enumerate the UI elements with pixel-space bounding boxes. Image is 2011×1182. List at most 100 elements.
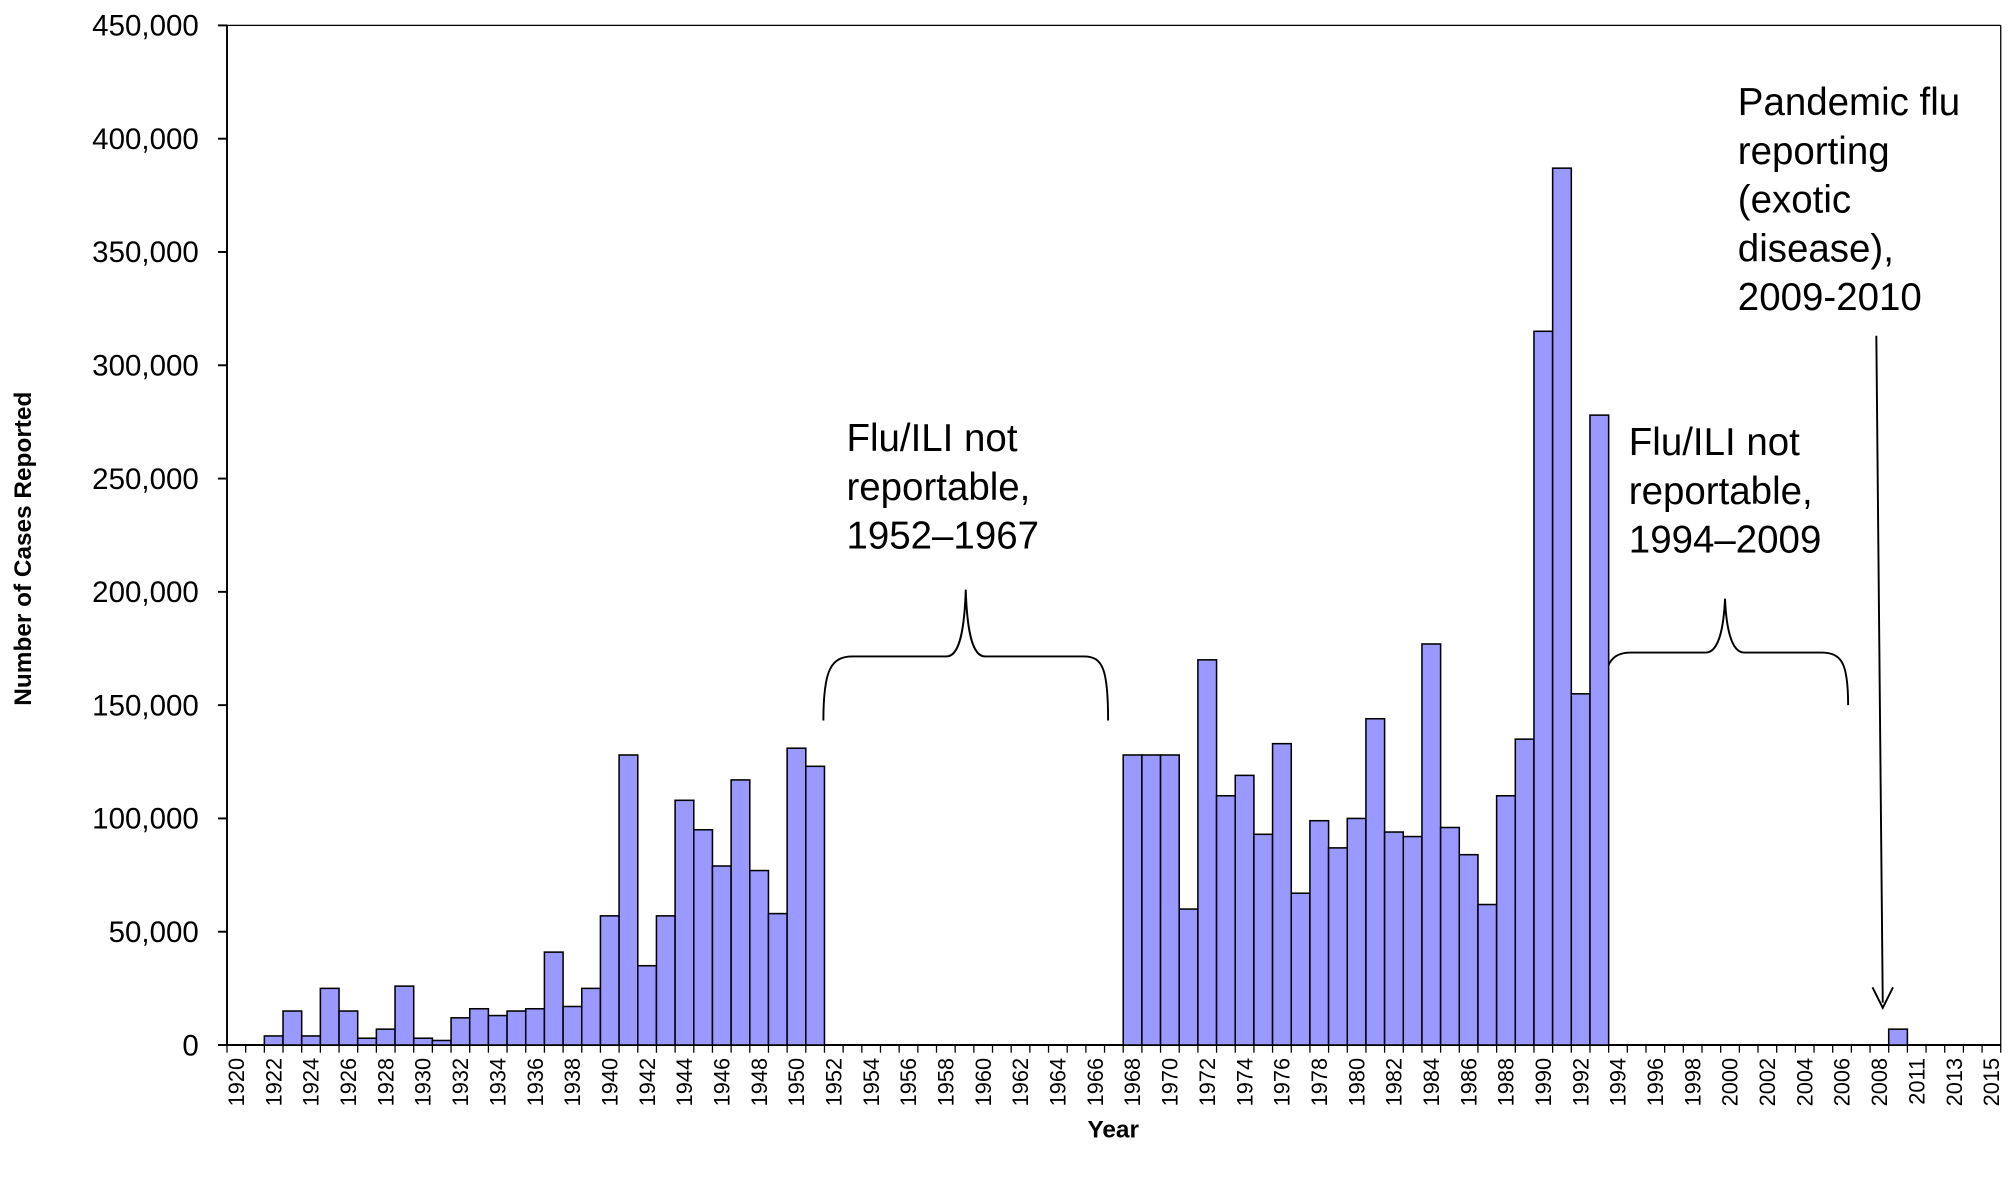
bar [431,1039,452,1046]
bar [1271,742,1293,1046]
bar [1197,659,1218,1046]
annotation: Flu/ILI not [1629,421,1800,464]
bar [636,964,658,1046]
y-tick-label: 450,000 [92,10,199,43]
bar [524,1007,546,1046]
x-tick-label: 1962 [1008,1058,1033,1107]
annotation: 1994–2009 [1629,519,1822,562]
x-tick-label: 1934 [485,1058,510,1107]
x-tick-label: 1990 [1531,1058,1556,1107]
bar [805,765,826,1046]
y-tick-label: 400,000 [92,123,199,156]
x-tick-label: 1988 [1494,1058,1519,1107]
x-tick-label: 1940 [597,1058,622,1107]
x-tick-label: 1994 [1606,1058,1631,1107]
y-tick-label: 0 [182,1029,198,1062]
bar [1141,754,1162,1046]
bar [1458,853,1479,1046]
bar [711,865,732,1046]
bar [356,1037,378,1046]
bar [468,1007,490,1046]
annotation: reporting [1738,130,1890,173]
x-tick-label: 2002 [1755,1058,1780,1107]
bar [412,1037,434,1046]
y-tick-label: 350,000 [92,236,199,269]
bar [487,1014,508,1046]
x-tick-label: 1942 [635,1058,660,1107]
x-tick-label: 1996 [1643,1058,1668,1107]
bar [300,1035,322,1046]
bar [282,1010,303,1046]
arrow [1875,335,1884,1003]
x-tick-label: 1972 [1195,1058,1220,1107]
x-tick-label: 1952 [822,1058,847,1107]
y-tick-label: 250,000 [92,463,199,496]
x-tick-label: 1938 [560,1058,585,1107]
bar [1495,795,1517,1046]
x-tick-label: 1980 [1344,1058,1369,1107]
x-tick-label: 1998 [1680,1058,1705,1107]
bar [1215,795,1237,1046]
bar [618,754,639,1046]
x-tick-label: 1956 [896,1058,921,1107]
annotation: Pandemic flu [1738,81,1960,124]
bar [749,869,770,1046]
y-tick-label: 300,000 [92,350,199,383]
bar [1477,903,1498,1046]
bar [1122,754,1143,1046]
x-tick-label: 2000 [1718,1058,1743,1107]
x-tick-label: 2006 [1830,1058,1855,1107]
x-axis-label: Year [1087,1116,1139,1143]
x-tick-label: 1928 [373,1058,398,1107]
bar [1178,908,1199,1046]
annotation: reportable, [1629,470,1813,513]
arrow-head [1871,986,1894,1010]
brace [822,589,1110,721]
bar [375,1028,396,1046]
bar [450,1017,471,1046]
bar [580,987,602,1046]
bar [1533,330,1554,1046]
y-tick-label: 200,000 [92,576,199,609]
bar [1589,414,1610,1046]
bar [1439,826,1461,1046]
bar [1327,847,1349,1046]
y-tick-label: 50,000 [109,916,199,949]
bar [1514,738,1535,1046]
x-tick-label: 1948 [747,1058,772,1107]
x-tick-label: 1930 [411,1058,436,1107]
bar [1551,167,1573,1046]
x-tick-label: 1936 [523,1058,548,1107]
bar [1234,774,1255,1046]
x-tick-label: 1976 [1270,1058,1295,1107]
x-tick-label: 2013 [1942,1058,1967,1107]
x-tick-label: 1986 [1456,1058,1481,1107]
bar [562,1005,583,1046]
bar [1290,892,1311,1046]
x-tick-label: 2008 [1867,1058,1892,1107]
annotation: reportable, [846,466,1030,509]
bar [730,779,751,1046]
bar [1159,754,1180,1046]
x-tick-label: 2011 [1904,1058,1929,1105]
bar [1346,817,1367,1046]
bar [1887,1028,1909,1046]
y-axis-label: Number of Cases Reported [10,392,37,706]
bar [674,799,695,1046]
x-tick-label: 1932 [448,1058,473,1107]
x-tick-label: 1920 [224,1058,249,1107]
x-tick-label: 1960 [971,1058,996,1107]
bar [655,915,676,1046]
annotation: (exotic [1738,179,1851,222]
x-tick-label: 1968 [1120,1058,1145,1107]
x-tick-label: 1944 [672,1058,697,1107]
bar [319,987,340,1046]
bar [1309,819,1330,1046]
bar [338,1010,359,1046]
x-tick-label: 1926 [336,1058,361,1107]
y-tick-label: 100,000 [92,803,199,836]
x-tick-label: 1992 [1568,1058,1593,1107]
bar [693,828,714,1046]
